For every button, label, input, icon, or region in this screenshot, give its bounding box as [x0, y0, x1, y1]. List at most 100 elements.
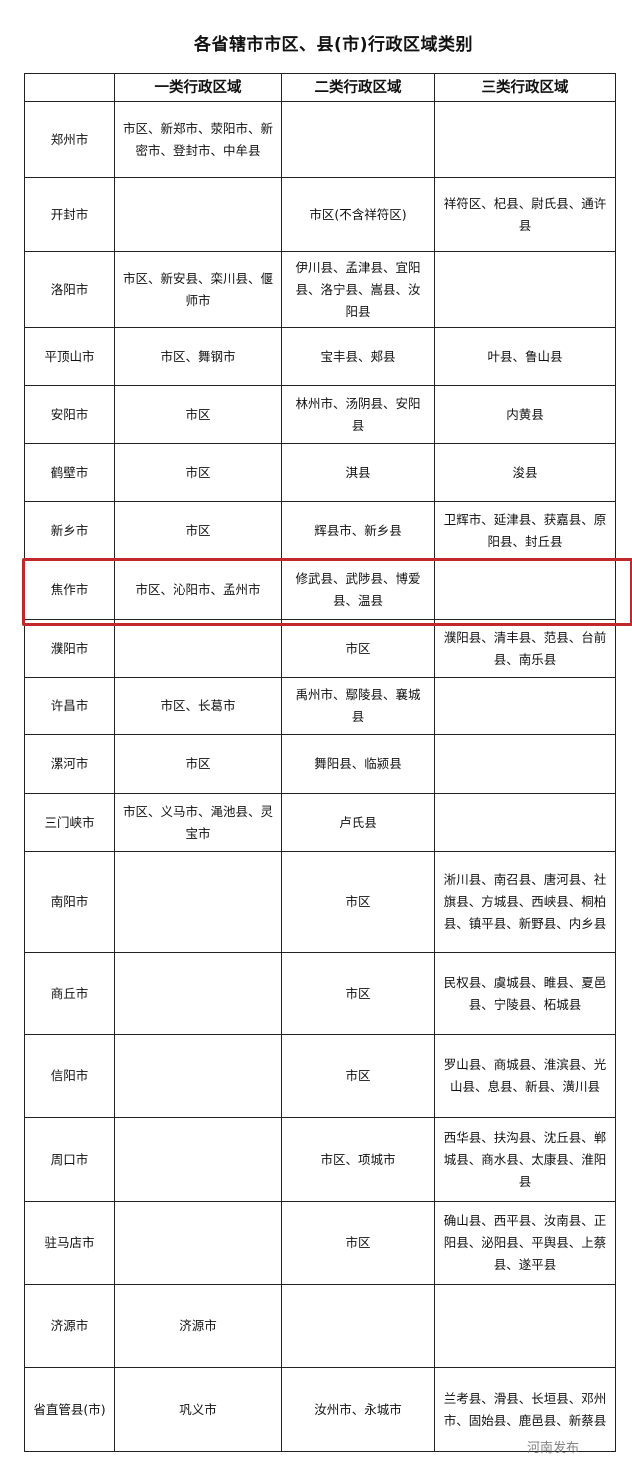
- cell-class2: 市区: [281, 619, 435, 678]
- cell-class2: 辉县市、新乡县: [281, 501, 435, 560]
- table-row: 省直管县(市) 巩义市 汝州市、永城市 兰考县、滑县、长垣县、邓州市、固始县、鹿邑县、…: [24, 1367, 616, 1452]
- cell-class1: [114, 1034, 282, 1118]
- table-row: 南阳市 市区 淅川县、南召县、唐河县、社旗县、方城县、西峡县、桐柏县、镇平县、新野县…: [24, 851, 616, 953]
- cell-class1: 济源市: [114, 1284, 282, 1368]
- cell-class1: [114, 952, 282, 1035]
- header-city: [24, 73, 115, 102]
- cell-class2: 市区(不含祥符区): [281, 177, 435, 252]
- cell-city: 安阳市: [24, 385, 115, 444]
- cell-city: 开封市: [24, 177, 115, 252]
- cell-class2: 禹州市、鄢陵县、襄城县: [281, 677, 435, 735]
- header-class2: 二类行政区域: [281, 73, 435, 102]
- watermark: 河南发布: [527, 1441, 580, 1456]
- cell-class3: 卫辉市、延津县、获嘉县、原阳县、封丘县: [434, 501, 616, 560]
- cell-class2: 卢氏县: [281, 793, 435, 852]
- cell-class2: 市区: [281, 1201, 435, 1285]
- cell-city: 信阳市: [24, 1034, 115, 1118]
- table-row: 信阳市 市区 罗山县、商城县、淮滨县、光山县、息县、新县、潢川县: [24, 1034, 616, 1118]
- table-row: 驻马店市 市区 确山县、西平县、汝南县、正阳县、泌阳县、平舆县、上蔡县、遂平县: [24, 1201, 616, 1285]
- cell-class1: [114, 1201, 282, 1285]
- cell-class3: 民权县、虞城县、睢县、夏邑县、宁陵县、柘城县: [434, 952, 616, 1035]
- cell-class2: 舞阳县、临颍县: [281, 734, 435, 794]
- table-header-row: 一类行政区域 二类行政区域 三类行政区域: [24, 73, 616, 102]
- table-row: 济源市 济源市: [24, 1284, 616, 1368]
- cell-class3: [434, 734, 616, 794]
- cell-class2: 汝州市、永城市: [281, 1367, 435, 1452]
- cell-class3: 叶县、鲁山县: [434, 327, 616, 386]
- cell-class1: [114, 619, 282, 678]
- cell-class3: 内黄县: [434, 385, 616, 444]
- cell-class3: 濮阳县、清丰县、范县、台前县、南乐县: [434, 619, 616, 678]
- cell-class2: 市区: [281, 1034, 435, 1118]
- cell-class2: 伊川县、孟津县、宜阳县、洛宁县、嵩县、汝阳县: [281, 251, 435, 328]
- cell-city: 南阳市: [24, 851, 115, 953]
- cell-class3: 淅川县、南召县、唐河县、社旗县、方城县、西峡县、桐柏县、镇平县、新野县、内乡县: [434, 851, 616, 953]
- cell-city: 驻马店市: [24, 1201, 115, 1285]
- header-class3: 三类行政区域: [434, 73, 616, 102]
- cell-city: 平顶山市: [24, 327, 115, 386]
- cell-city: 许昌市: [24, 677, 115, 735]
- cell-city: 济源市: [24, 1284, 115, 1368]
- cell-class3: [434, 1284, 616, 1368]
- table-row: 周口市 市区、项城市 西华县、扶沟县、沈丘县、郸城县、商水县、太康县、淮阳县: [24, 1117, 616, 1202]
- cell-city: 洛阳市: [24, 251, 115, 328]
- table-row: 安阳市 市区 林州市、汤阴县、安阳县 内黄县: [24, 385, 616, 444]
- cell-city: 漯河市: [24, 734, 115, 794]
- header-class1: 一类行政区域: [114, 73, 282, 102]
- cell-city: 郑州市: [24, 101, 115, 178]
- cell-class2: [281, 101, 435, 178]
- cell-class2: 市区: [281, 851, 435, 953]
- cell-class3: [434, 251, 616, 328]
- cell-city: 省直管县(市): [24, 1367, 115, 1452]
- cell-class1: 市区、义马市、渑池县、灵宝市: [114, 793, 282, 852]
- cell-class1: 巩义市: [114, 1367, 282, 1452]
- cell-class2: 淇县: [281, 443, 435, 502]
- cell-class1: 市区: [114, 385, 282, 444]
- table-row: 开封市 市区(不含祥符区) 祥符区、杞县、尉氏县、通许县: [24, 177, 616, 252]
- cell-class2: 宝丰县、郏县: [281, 327, 435, 386]
- cell-class3: 确山县、西平县、汝南县、正阳县、泌阳县、平舆县、上蔡县、遂平县: [434, 1201, 616, 1285]
- table-row: 新乡市 市区 辉县市、新乡县 卫辉市、延津县、获嘉县、原阳县、封丘县: [24, 501, 616, 560]
- cell-city: 鹤壁市: [24, 443, 115, 502]
- table-row: 三门峡市 市区、义马市、渑池县、灵宝市 卢氏县: [24, 793, 616, 852]
- cell-city: 濮阳市: [24, 619, 115, 678]
- table-row: 濮阳市 市区 濮阳县、清丰县、范县、台前县、南乐县: [24, 619, 616, 678]
- cell-class2: [281, 1284, 435, 1368]
- table-row: 许昌市 市区、长葛市 禹州市、鄢陵县、襄城县: [24, 677, 616, 735]
- cell-class2: 修武县、武陟县、博爱县、温县: [281, 559, 435, 620]
- cell-class3: 祥符区、杞县、尉氏县、通许县: [434, 177, 616, 252]
- cell-class2: 林州市、汤阴县、安阳县: [281, 385, 435, 444]
- table-row: 漯河市 市区 舞阳县、临颍县: [24, 734, 616, 794]
- document-title: 各省辖市市区、县(市)行政区域类别: [193, 35, 474, 55]
- cell-city: 商丘市: [24, 952, 115, 1035]
- region-category-table: 一类行政区域 二类行政区域 三类行政区域 郑州市 市区、新郑市、荥阳市、新密市、登…: [24, 73, 616, 1452]
- cell-city: 三门峡市: [24, 793, 115, 852]
- cell-class1: 市区、沁阳市、孟州市: [114, 559, 282, 620]
- cell-class1: 市区、长葛市: [114, 677, 282, 735]
- cell-class2: 市区、项城市: [281, 1117, 435, 1202]
- table-row: 焦作市 市区、沁阳市、孟州市 修武县、武陟县、博爱县、温县: [24, 559, 616, 620]
- cell-class3: 浚县: [434, 443, 616, 502]
- cell-city: 周口市: [24, 1117, 115, 1202]
- cell-class1: 市区、新郑市、荥阳市、新密市、登封市、中牟县: [114, 101, 282, 178]
- cell-class3: 西华县、扶沟县、沈丘县、郸城县、商水县、太康县、淮阳县: [434, 1117, 616, 1202]
- cell-class1: 市区、舞钢市: [114, 327, 282, 386]
- table-row: 洛阳市 市区、新安县、栾川县、偃师市 伊川县、孟津县、宜阳县、洛宁县、嵩县、汝阳县: [24, 251, 616, 328]
- cell-class3: [434, 677, 616, 735]
- cell-city: 新乡市: [24, 501, 115, 560]
- table-row: 鹤壁市 市区 淇县 浚县: [24, 443, 616, 502]
- cell-class1: 市区: [114, 734, 282, 794]
- cell-class3: 兰考县、滑县、长垣县、邓州市、固始县、鹿邑县、新蔡县: [434, 1367, 616, 1452]
- cell-class1: [114, 177, 282, 252]
- cell-class1: [114, 851, 282, 953]
- cell-class3: [434, 101, 616, 178]
- cell-class1: 市区、新安县、栾川县、偃师市: [114, 251, 282, 328]
- cell-city: 焦作市: [24, 559, 115, 620]
- cell-class3: 罗山县、商城县、淮滨县、光山县、息县、新县、潢川县: [434, 1034, 616, 1118]
- cell-class3: [434, 559, 616, 620]
- cell-class1: 市区: [114, 501, 282, 560]
- table-row: 郑州市 市区、新郑市、荥阳市、新密市、登封市、中牟县: [24, 101, 616, 178]
- table-row: 商丘市 市区 民权县、虞城县、睢县、夏邑县、宁陵县、柘城县: [24, 952, 616, 1035]
- cell-class3: [434, 793, 616, 852]
- cell-class2: 市区: [281, 952, 435, 1035]
